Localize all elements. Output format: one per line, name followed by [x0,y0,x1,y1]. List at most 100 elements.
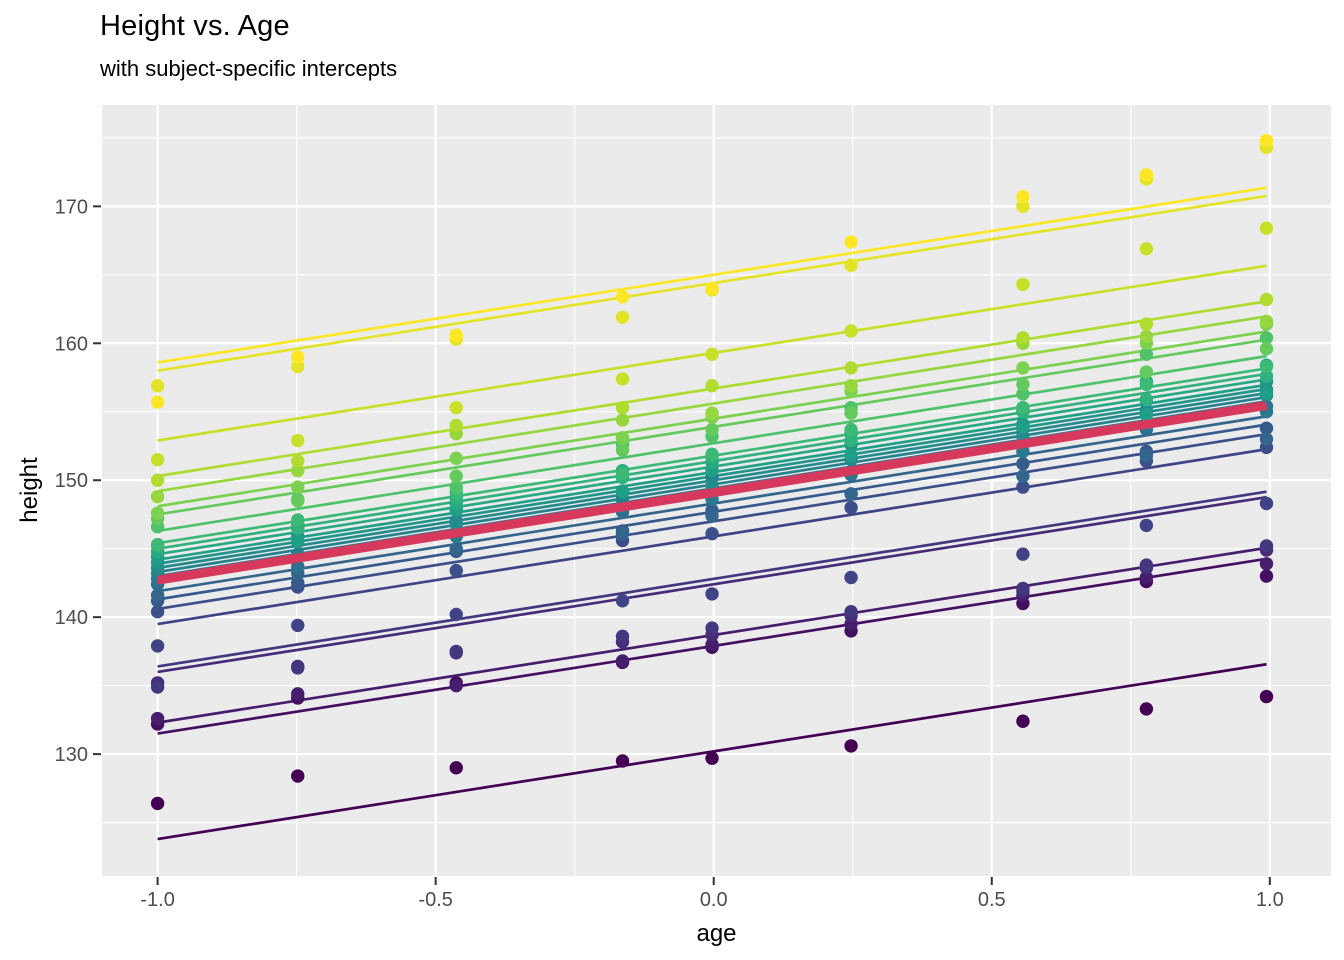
subject-point-20 [1139,365,1154,379]
subject-point-22 [1139,329,1154,344]
subject-point-22 [1259,314,1274,329]
subject-point-3 [615,654,630,668]
subject-point-18 [705,447,719,461]
subject-point-1 [1139,702,1154,716]
subject-point-25 [150,379,165,393]
subject-point-24 [705,347,719,361]
subject-point-1 [1259,689,1274,704]
subject-point-6 [615,594,630,608]
subject-point-3 [705,637,719,652]
subject-point-20 [844,406,858,420]
subject-point-23 [1259,292,1274,307]
subject-line-4 [157,495,1267,674]
subject-point-26 [291,350,305,364]
chart-title: Height vs. Age [100,10,290,42]
subject-point-5 [449,644,463,659]
subject-point-20 [1259,342,1274,356]
subject-point-24 [1016,277,1030,292]
population-mean-line [156,400,1268,585]
subject-point-26 [705,281,719,296]
subject-point-1 [705,751,719,765]
subject-point-26 [150,395,165,409]
subject-point-3 [449,678,463,693]
subject-point-23 [150,473,165,487]
subject-point-19 [449,480,463,494]
subject-point-7 [1016,480,1030,494]
subject-point-18 [150,537,165,552]
subject-point-26 [449,328,463,342]
subject-point-20 [291,494,305,508]
y-tick-label: 130 [55,744,88,766]
subject-point-7 [150,604,165,619]
subject-point-6 [1139,518,1154,533]
subject-point-1 [291,769,305,783]
subject-point-6 [291,618,305,633]
subject-point-15 [615,484,630,498]
subject-point-23 [449,418,463,433]
subject-point-24 [449,400,463,415]
x-tick-label: 0.5 [978,889,1006,911]
subject-point-19 [1259,331,1274,345]
subject-line-22 [157,315,1267,493]
subject-point-25 [1016,199,1030,214]
subject-point-6 [705,587,719,601]
subject-point-22 [150,489,165,504]
subject-point-22 [615,413,630,427]
subject-point-17 [1259,369,1274,383]
subject-point-20 [449,469,463,483]
subject-point-26 [1016,190,1030,204]
subject-point-26 [844,235,858,249]
subject-point-3 [291,687,305,701]
subject-line-26 [157,186,1267,364]
subject-point-5 [705,621,719,635]
subject-point-9 [1139,448,1154,463]
subject-point-23 [291,454,305,468]
subject-point-24 [1139,242,1154,256]
subject-point-24 [615,372,630,386]
subject-point-17 [844,433,858,448]
subject-point-5 [1139,558,1154,572]
subject-point-18 [844,422,858,437]
subject-point-24 [150,452,165,467]
subject-point-26 [1259,133,1274,148]
subject-point-23 [1139,317,1154,331]
subject-point-18 [615,466,630,481]
subject-point-22 [844,379,858,393]
subject-point-18 [1259,359,1274,374]
subject-point-20 [1016,377,1030,392]
chart-subtitle: with subject-specific intercepts [100,56,398,81]
subject-point-9 [1016,469,1030,483]
subject-point-3 [1139,570,1154,585]
subject-point-24 [291,433,305,448]
subject-point-15 [844,448,858,463]
subject-point-26 [615,290,630,304]
subject-point-21 [449,451,463,466]
subject-point-23 [1016,331,1030,345]
subject-point-24 [844,324,858,338]
subject-point-8 [291,576,305,590]
subject-point-5 [291,661,305,675]
subject-point-22 [705,406,719,420]
subject-point-22 [291,463,305,478]
subject-point-5 [150,680,165,694]
x-tick-label: 1.0 [1256,889,1284,911]
subject-line-5 [157,490,1267,668]
y-tick-label: 170 [55,196,88,218]
subject-point-5 [1016,581,1030,596]
subject-point-3 [150,711,165,726]
subject-point-21 [150,506,165,520]
subject-point-15 [1016,420,1030,434]
subject-point-2 [1259,569,1274,583]
subject-point-1 [615,754,630,768]
subject-point-1 [449,761,463,775]
subject-point-1 [150,796,165,811]
subject-point-9 [1259,432,1274,446]
subject-point-20 [705,422,719,437]
subject-point-6 [449,607,463,622]
subject-point-21 [1016,361,1030,375]
subject-point-6 [150,639,165,653]
x-tick-label: -0.5 [418,889,452,911]
subject-point-7 [844,500,858,515]
